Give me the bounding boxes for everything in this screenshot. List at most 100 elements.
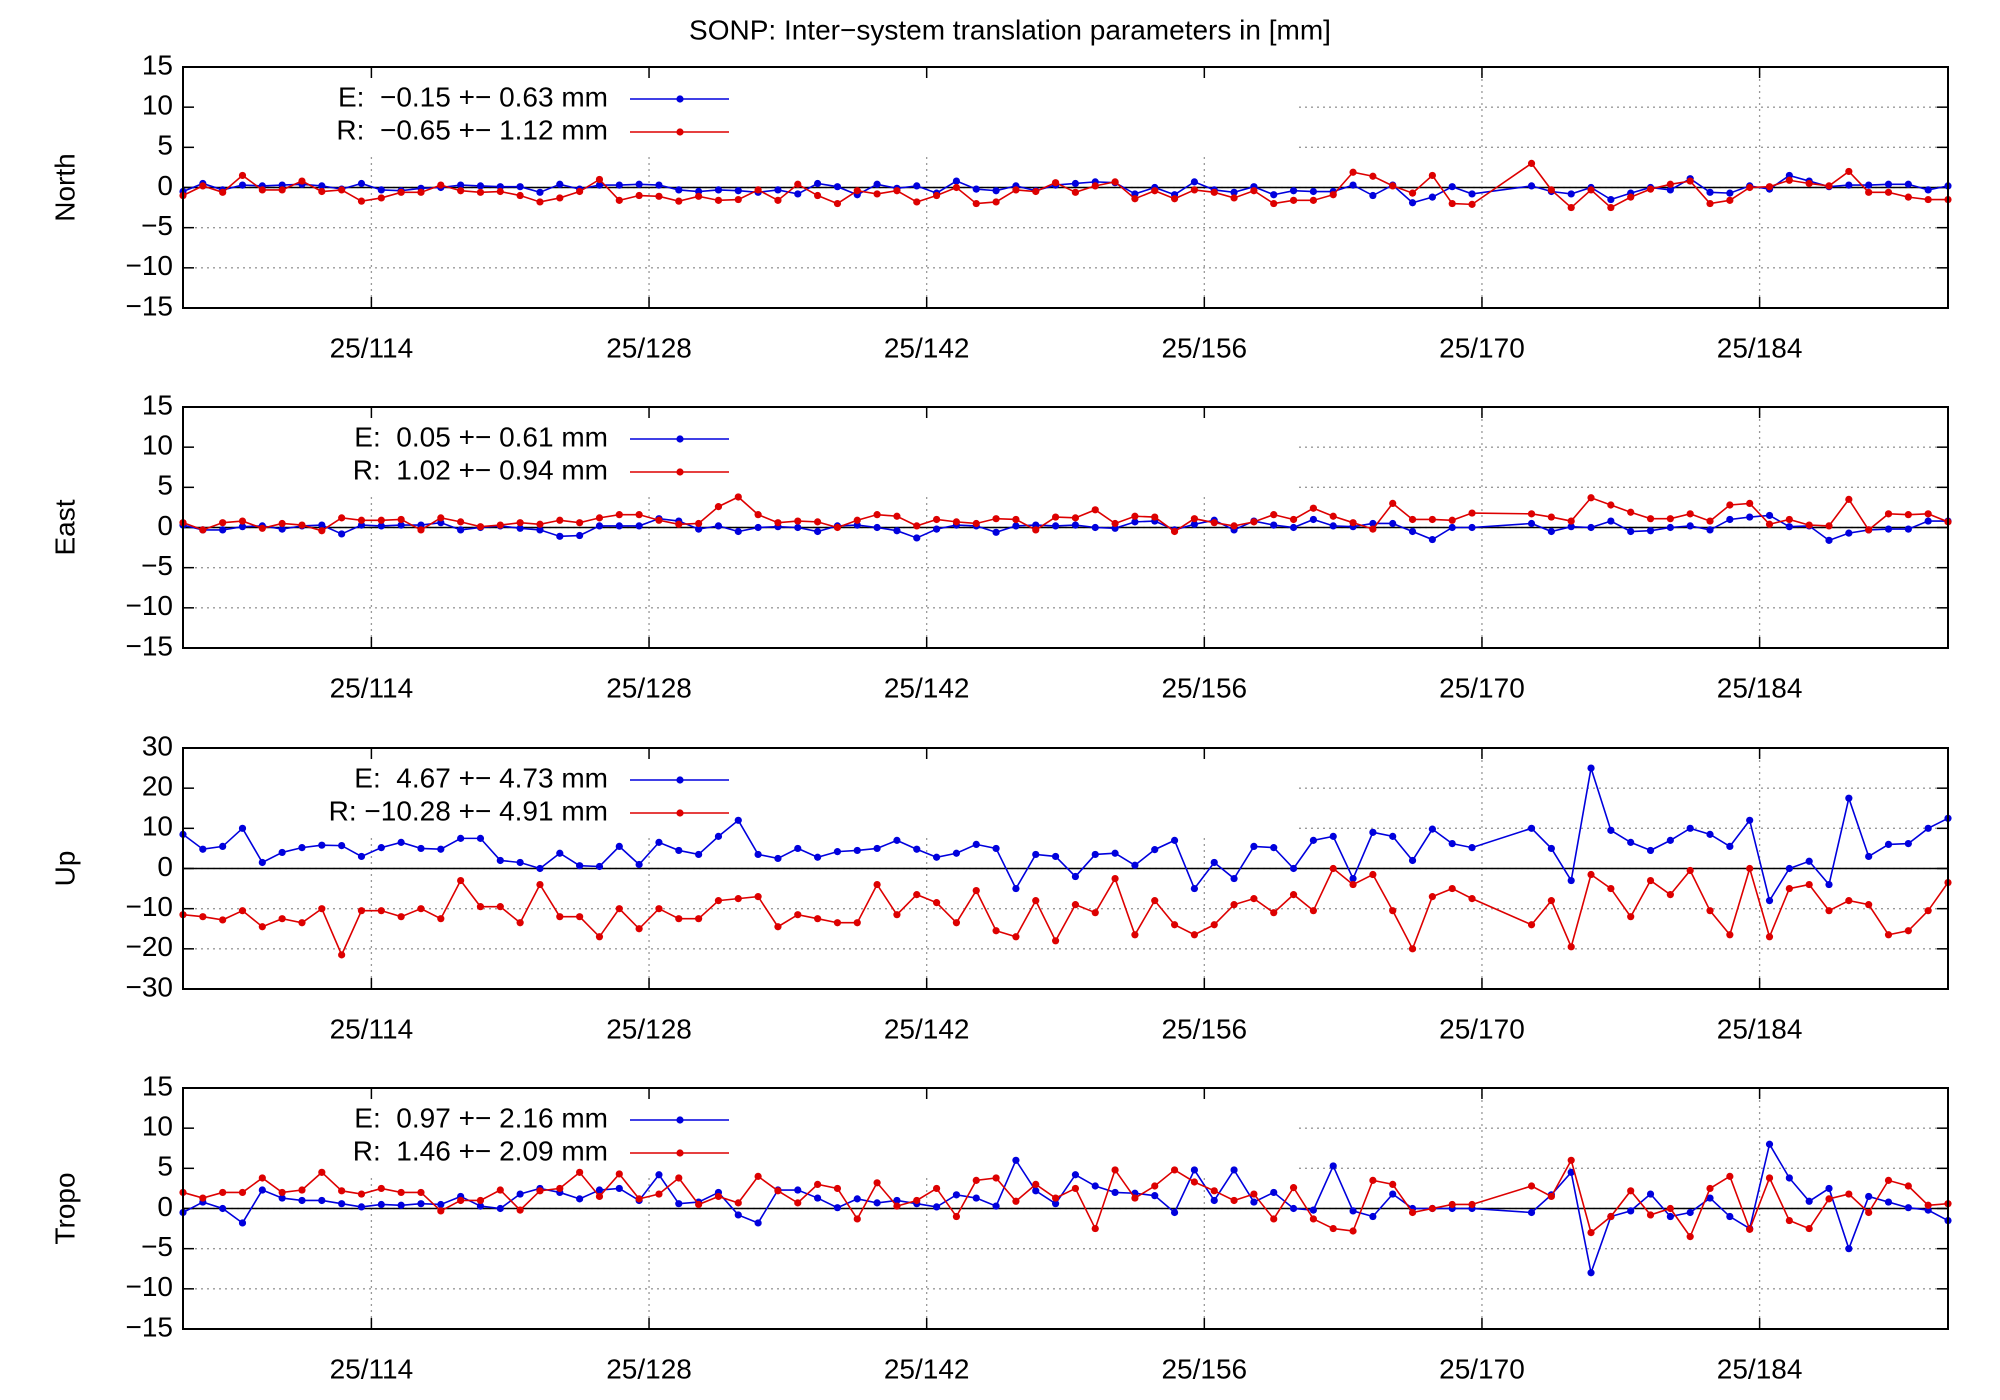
data-point [1627,527,1635,536]
data-point [1567,517,1575,525]
data-point [397,188,405,196]
data-point [437,181,445,189]
data-point [1289,187,1298,195]
data-point [1389,832,1397,840]
data-point [972,1194,980,1202]
data-point [675,1200,683,1208]
data-point [1607,195,1615,204]
data-point [1587,523,1595,532]
data-point [635,925,643,933]
data-point [992,1202,1000,1210]
legend-label: R: 1.46 +− 2.09 mm [353,1135,608,1166]
data-point [1627,1207,1635,1215]
data-point [1865,188,1873,196]
y-tick-label: 10 [142,1111,173,1142]
data-point [457,518,465,526]
data-point [853,1215,861,1223]
data-point [992,528,1000,536]
data-point [417,1200,425,1208]
data-point [1051,1194,1060,1202]
data-point [1210,1187,1218,1195]
data-point [595,1192,604,1201]
data-point [893,187,901,195]
data-point [853,846,861,855]
data-point [1686,1208,1694,1217]
data-point [1825,522,1833,530]
data-point [1270,191,1278,199]
data-point [1289,864,1298,873]
data-point [714,897,723,905]
data-point [754,1219,762,1227]
data-point [675,186,683,194]
data-point [1428,825,1436,833]
data-point [516,858,524,867]
data-point [377,907,385,915]
legend-swatch-point [676,809,684,817]
data-point [1091,1224,1099,1233]
plot-frame [182,66,1949,309]
data-point [238,171,247,180]
y-tick-label: −10 [126,891,174,922]
data-point [972,1176,980,1184]
data-point [1091,523,1099,532]
data-point [1032,850,1040,859]
data-point [278,525,286,533]
data-point [1845,1245,1853,1253]
data-point [1270,909,1278,917]
data-point [1111,1188,1119,1197]
data-point [635,191,643,200]
data-point [1646,527,1655,535]
y-tick-label: −15 [126,630,174,661]
data-point [992,1174,1000,1182]
data-point [1726,1212,1734,1221]
data-point [932,515,941,524]
y-tick-label: −30 [126,971,174,1002]
data-point [1448,183,1456,191]
series-line [182,496,1949,533]
data-point [1607,517,1615,525]
data-point [695,525,703,533]
data-point [794,1186,802,1194]
data-point [258,186,266,194]
data-point [1666,1212,1674,1221]
data-point [1765,1174,1774,1182]
data-point [1825,1184,1833,1193]
data-point [1250,518,1258,526]
data-point [893,1202,901,1210]
data-point [1012,884,1020,893]
data-point [1051,522,1060,530]
data-point [893,911,901,919]
data-point [1924,510,1932,518]
data-point [1408,527,1417,536]
data-point [1567,190,1575,198]
data-point [655,905,663,913]
data-point [437,915,445,923]
y-axis-label: Up [49,851,80,887]
data-point [1111,178,1119,186]
data-point [576,1168,584,1176]
data-point [615,842,623,851]
data-point [1686,510,1694,518]
data-point [714,1192,723,1201]
series-line [182,162,1948,209]
data-point [1131,1194,1139,1202]
x-tick-label: 25/128 [606,332,692,363]
data-point [1567,523,1575,531]
data-point [1170,921,1179,929]
data-point [1012,515,1020,524]
data-point [952,518,961,526]
data-point [1111,519,1119,528]
data-point [992,515,1000,523]
data-point [595,862,604,871]
data-point [1706,188,1714,196]
data-point [913,522,921,530]
data-point [595,933,604,941]
data-point [655,838,663,846]
data-point [1865,1208,1873,1217]
series-line [182,865,1949,957]
data-point [932,191,941,200]
data-point [1785,1216,1793,1225]
data-point [992,844,1000,853]
plot-frame [182,747,1949,990]
data-point [1329,512,1337,520]
